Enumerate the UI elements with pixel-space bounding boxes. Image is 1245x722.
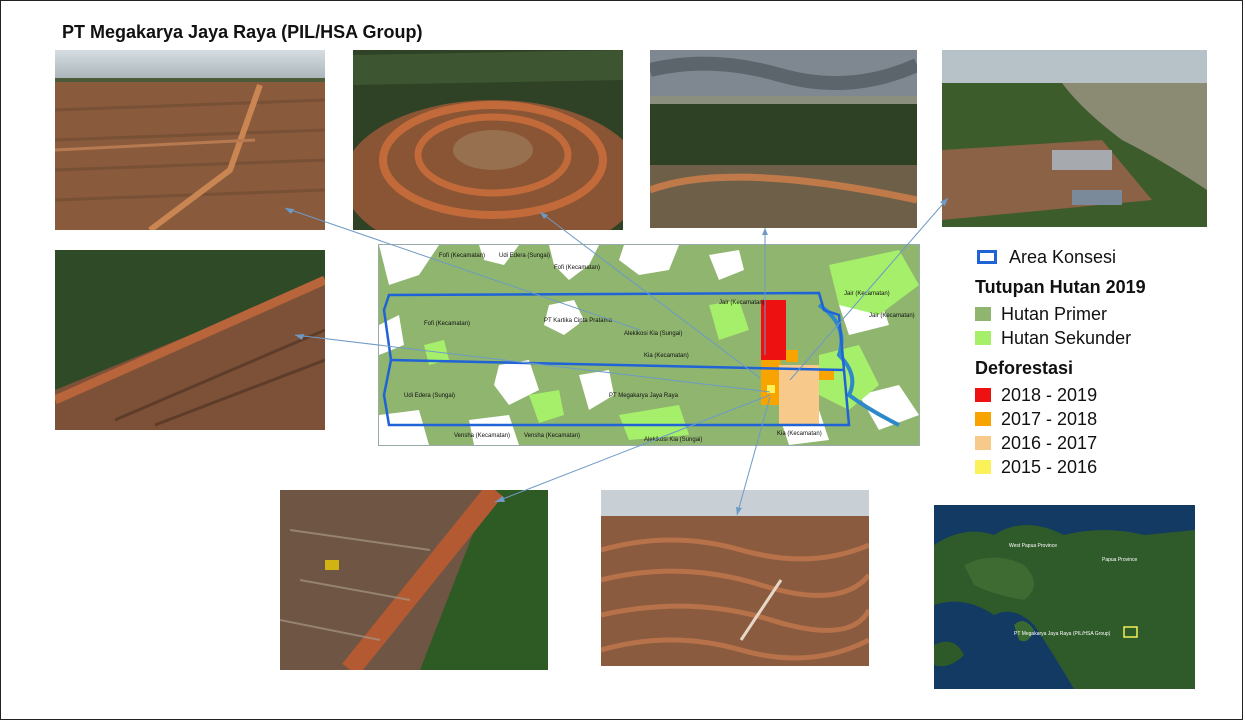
legend-label: 2016 - 2017 [1001,432,1098,453]
aerial-photo-7 [601,490,869,666]
map-label: Fofi (Kecamatan) [554,265,600,271]
aerial-photo-2 [353,50,623,230]
map-label: Vensha (Kecamatan) [454,433,510,439]
legend-label: Area Konsesi [1009,246,1117,267]
legend-label: 2017 - 2018 [1001,408,1098,429]
deforest-swatch [975,436,991,450]
primary-forest-swatch [975,307,991,321]
location-inset-map: West Papua Province Papua Province PT Me… [934,505,1195,689]
map-label: Jair (Kecamatan) [719,300,765,306]
legend-item-secondary-forest: Hutan Sekunder [975,326,1146,350]
legend-label: Hutan Sekunder [1001,327,1132,348]
map-label: Alekikosi Kia (Sungai) [624,331,682,337]
map-label: Jair (Kecamatan) [844,291,890,297]
map-label: Udi Edera (Sungai) [404,393,455,399]
map-label: Vensha (Kecamatan) [524,433,580,439]
aerial-photo-4 [942,50,1207,227]
legend-item-2015-2016: 2015 - 2016 [975,455,1146,479]
legend-deforest-heading: Deforestasi [975,358,1074,378]
legend-label: 2018 - 2019 [1001,384,1098,405]
map-label: PT Kartika Cipta Pratama [544,318,613,324]
legend-concession: Area Konsesi [975,245,1146,269]
inset-label: Papua Province [1102,557,1138,563]
legend-item-2018-2019: 2018 - 2019 [975,383,1146,407]
map-label: Fofi (Kecamatan) [424,321,470,327]
aerial-photo-6 [280,490,548,670]
inset-label: West Papua Province [1009,543,1057,549]
deforest-swatch [975,388,991,402]
concession-map: Fofi (Kecamatan) Udi Edera (Sungai) Fofi… [378,244,920,446]
map-label: Fofi (Kecamatan) [439,253,485,259]
legend-label: Hutan Primer [1001,303,1108,324]
page-title: PT Megakarya Jaya Raya (PIL/HSA Group) [62,22,423,42]
secondary-forest-swatch [975,331,991,345]
map-label: Alekikosi Kia (Sungai) [644,437,702,443]
map-label: Udi Edera (Sungai) [499,253,550,259]
concession-location-marker [1123,626,1138,638]
aerial-photo-5 [55,250,325,430]
map-label: PT Megakarya Jaya Raya [609,393,679,399]
aerial-photo-1 [55,50,325,230]
aerial-photo-3 [650,50,917,228]
legend-item-2017-2018: 2017 - 2018 [975,407,1146,431]
deforestation-areas [761,300,834,425]
deforest-swatch [975,460,991,474]
map-label: Jair (Kecamatan) [869,313,915,319]
legend-label: 2015 - 2016 [1001,456,1098,477]
map-label: Kia (Kecamatan) [777,431,822,437]
map-label: Kia (Kecamatan) [644,353,689,359]
deforest-swatch [975,412,991,426]
legend-item-2016-2017: 2016 - 2017 [975,431,1146,455]
legend-forest-heading: Tutupan Hutan 2019 [975,277,1146,297]
map-legend: Area Konsesi Tutupan Hutan 2019 Hutan Pr… [975,245,1146,479]
concession-swatch [977,250,997,264]
legend-item-primary-forest: Hutan Primer [975,302,1146,326]
inset-label: PT Megakarya Jaya Raya (PIL/HSA Group) [1014,631,1111,637]
